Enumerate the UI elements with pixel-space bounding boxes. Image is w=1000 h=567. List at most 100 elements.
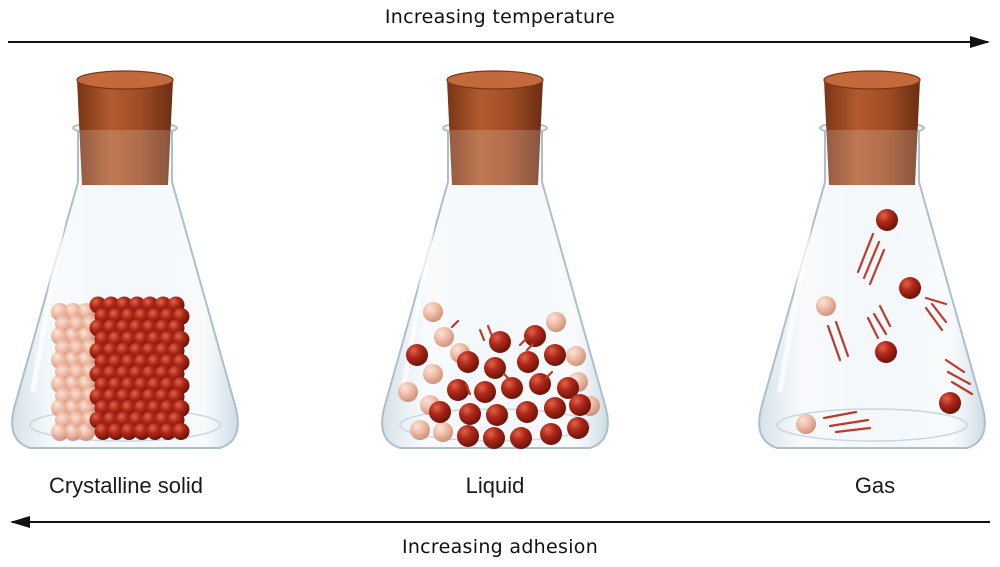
particle-dark xyxy=(899,277,921,299)
flask-caption-gas: Gas xyxy=(854,473,896,498)
particle-dark xyxy=(107,423,125,440)
particle-light xyxy=(77,423,95,441)
particle-dark xyxy=(939,392,961,414)
flask-cork-top xyxy=(823,70,921,90)
top-arrow xyxy=(8,36,990,48)
motion-line xyxy=(478,328,486,342)
particle-dark xyxy=(516,401,538,423)
particle-dark xyxy=(146,423,164,440)
particle-dark xyxy=(510,427,532,449)
particle-dark xyxy=(484,357,506,379)
top-arrow-head-icon xyxy=(970,36,990,48)
motion-line xyxy=(866,316,880,340)
particle-dark xyxy=(486,404,508,426)
particle-dark xyxy=(517,351,539,373)
particle-light xyxy=(423,364,443,384)
top-arrow-label: Increasing temperature xyxy=(384,6,616,28)
motion-line xyxy=(834,320,850,358)
motion-line xyxy=(822,410,858,420)
motion-line xyxy=(872,312,888,336)
particle-light xyxy=(423,302,443,322)
flask-cork-glass-overlay xyxy=(79,130,171,185)
flask-solid xyxy=(11,70,239,449)
particle-light xyxy=(51,423,69,441)
particle-light xyxy=(566,346,586,366)
flask-cork-top xyxy=(76,70,174,90)
particle-light xyxy=(546,312,566,332)
motion-line xyxy=(862,240,881,280)
particle-dark xyxy=(429,401,451,423)
flask-highlight xyxy=(777,207,815,393)
motion-line xyxy=(502,372,512,382)
particle-dark xyxy=(557,377,579,399)
flask-cork xyxy=(824,80,920,185)
gas-particles xyxy=(796,209,974,434)
particle-dark xyxy=(540,423,562,445)
flask-cork-glass-overlay xyxy=(449,130,541,185)
particle-light xyxy=(398,382,418,402)
motion-line xyxy=(525,342,535,352)
particle-dark xyxy=(133,423,151,440)
motion-line xyxy=(450,319,460,329)
flask-highlight xyxy=(30,207,68,393)
motion-line xyxy=(826,324,842,362)
particle-dark xyxy=(569,394,591,416)
motion-line xyxy=(868,248,886,286)
bottom-arrow-head-icon xyxy=(10,516,30,528)
particle-dark xyxy=(489,331,511,353)
flask-caption-solid: Crystalline solid xyxy=(48,473,204,498)
particle-dark xyxy=(459,403,481,425)
motion-line xyxy=(486,324,494,338)
particle-dark xyxy=(447,379,469,401)
motion-line xyxy=(924,296,948,306)
particle-dark xyxy=(406,344,428,366)
flask-liquid xyxy=(381,70,609,449)
flask-glass xyxy=(758,127,986,449)
flask-base-ellipse xyxy=(776,408,968,442)
motion-line xyxy=(828,418,870,428)
particle-dark xyxy=(457,351,479,373)
motion-line xyxy=(834,426,872,434)
crystal-lattice xyxy=(51,296,190,441)
particle-dark xyxy=(457,425,479,447)
particle-light xyxy=(434,327,454,347)
particle-dark xyxy=(876,209,898,231)
particle-dark xyxy=(120,423,138,440)
motion-line xyxy=(464,382,472,396)
flask-cork-glass-overlay xyxy=(826,130,918,185)
motion-line xyxy=(930,302,948,324)
motion-line xyxy=(944,358,966,374)
motion-line xyxy=(878,304,892,328)
particle-light xyxy=(410,420,430,440)
particle-dark xyxy=(544,397,566,419)
particle-light xyxy=(816,296,836,316)
particle-dark xyxy=(524,325,546,347)
motion-line xyxy=(950,380,974,396)
particle-light xyxy=(433,422,453,442)
particle-dark xyxy=(483,427,505,449)
particle-dark xyxy=(94,423,112,440)
flask-cork xyxy=(447,80,543,185)
particle-dark xyxy=(474,381,496,403)
motion-line xyxy=(856,232,875,274)
particle-dark xyxy=(544,344,566,366)
flask-cork xyxy=(77,80,173,185)
flask-gas xyxy=(758,70,986,449)
bottom-arrow-label: Increasing adhesion xyxy=(401,536,599,558)
motion-line xyxy=(924,306,944,332)
motion-line xyxy=(544,370,554,380)
motion-line xyxy=(518,337,528,347)
bottom-arrow xyxy=(10,516,990,528)
particle-dark xyxy=(501,377,523,399)
flask-caption-liquid: Liquid xyxy=(465,473,525,498)
liquid-particles xyxy=(398,302,600,449)
particle-dark xyxy=(875,341,897,363)
particle-dark xyxy=(159,423,177,440)
flask-cork-top xyxy=(446,70,544,90)
particle-dark xyxy=(567,417,589,439)
particle-light xyxy=(796,414,816,434)
motion-line xyxy=(946,370,972,386)
particle-light xyxy=(64,423,82,441)
particle-dark xyxy=(172,423,190,440)
